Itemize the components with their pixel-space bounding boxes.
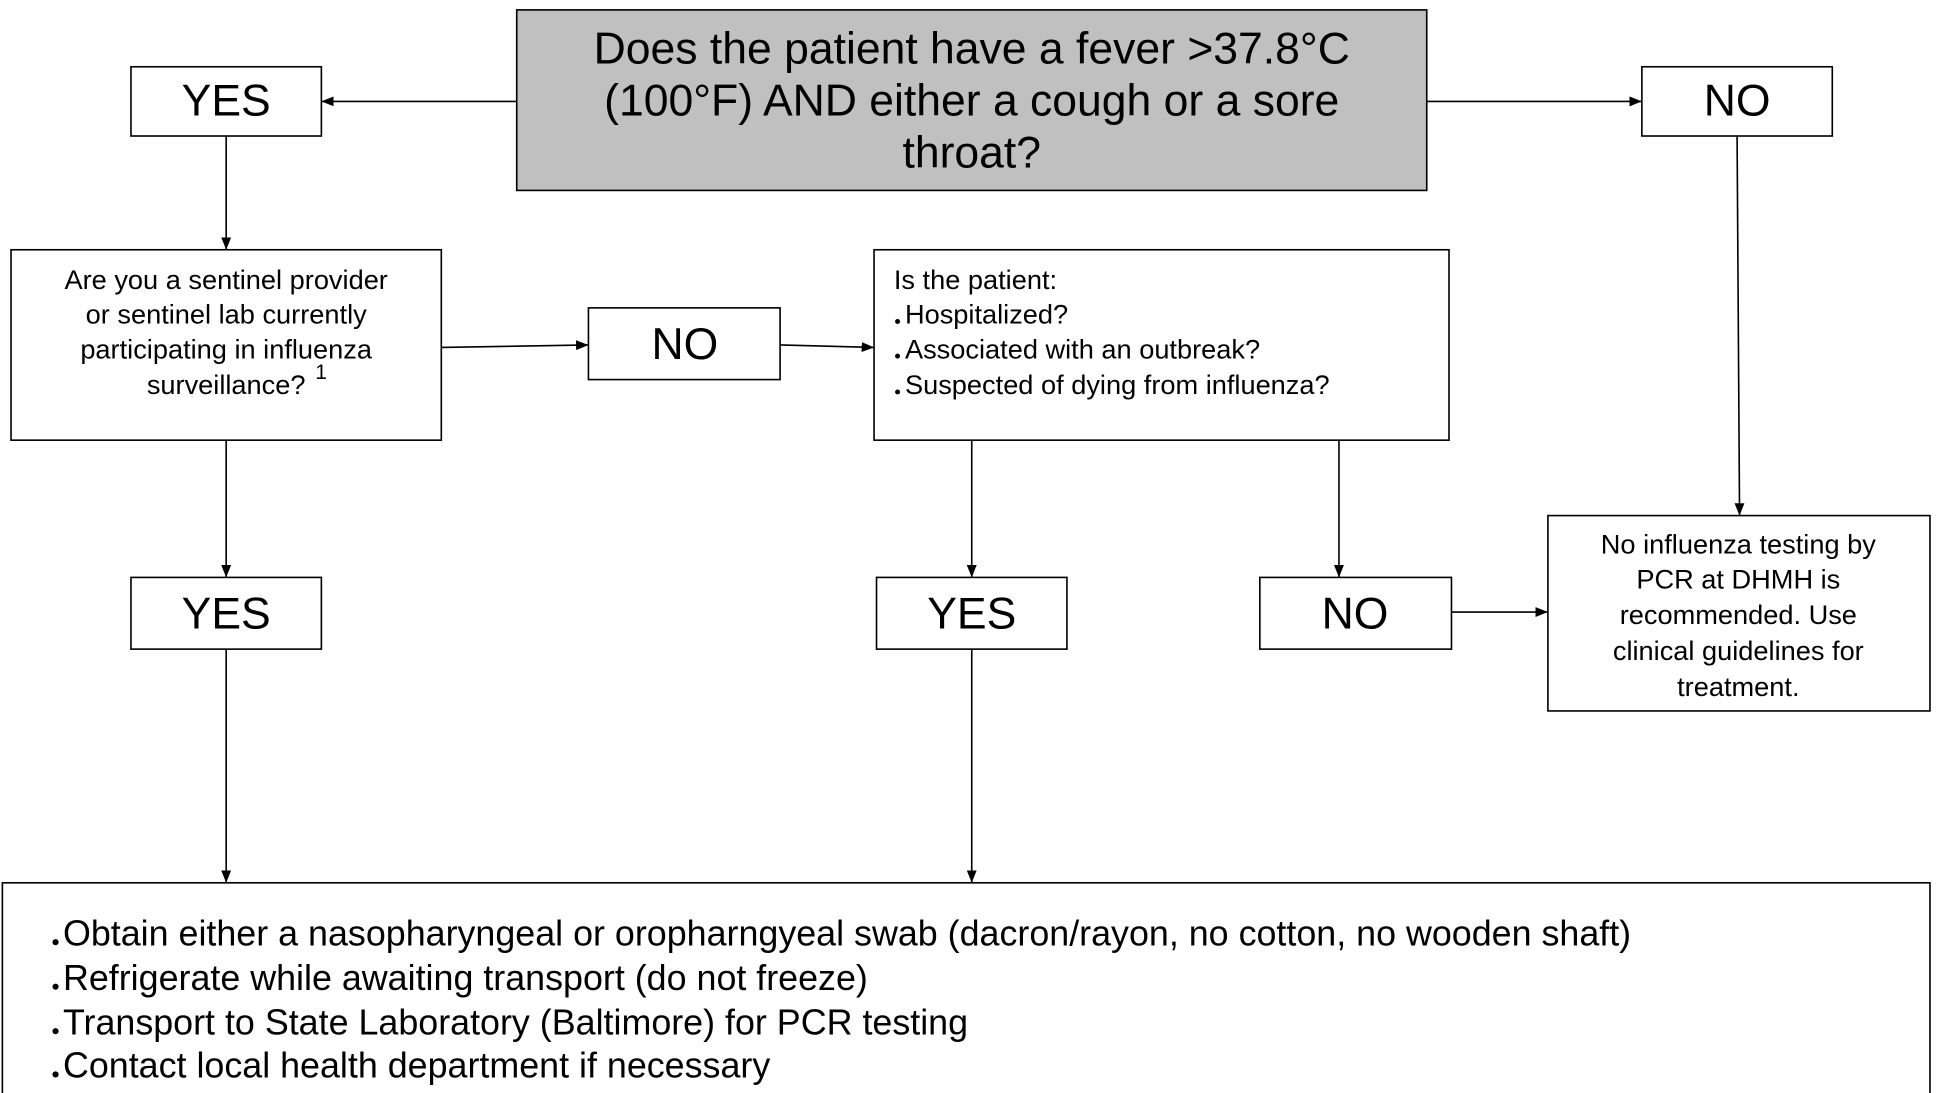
patient-item: Hospitalized? <box>905 299 1068 330</box>
sentinel-text: participating in influenza <box>80 333 373 364</box>
action-item: Refrigerate while awaiting transport (do… <box>63 958 868 998</box>
patient-intro: Is the patient: <box>894 264 1057 295</box>
question-text: (100°F) AND either a cough or a sore <box>604 77 1339 126</box>
no-testing-box <box>1547 514 1931 712</box>
no-testing-text: No influenza testing by <box>1601 529 1876 560</box>
bullet <box>52 939 59 946</box>
bullet <box>895 389 901 395</box>
yes-label: YES <box>182 77 271 126</box>
bullet <box>52 1028 59 1035</box>
no-testing-text: treatment. <box>1677 671 1799 702</box>
question-text: Does the patient have a fever >37.8°C <box>594 25 1350 74</box>
no-label: NO <box>1322 590 1389 639</box>
patient-item: Suspected of dying from influenza? <box>905 369 1330 400</box>
action-item: Obtain either a nasopharyngeal or oropha… <box>63 913 1631 953</box>
sentinel-text: surveillance? <box>147 369 306 400</box>
no-label: NO <box>652 320 719 369</box>
yes-box <box>130 576 323 650</box>
bullet <box>52 983 59 990</box>
yes-box <box>875 576 1068 650</box>
yes-label: YES <box>182 590 271 639</box>
no-testing-text: PCR at DHMH is <box>1636 563 1840 594</box>
bullet <box>895 318 901 324</box>
bullet <box>895 353 901 359</box>
patient-box <box>873 248 1450 441</box>
action-item: Transport to State Laboratory (Baltimore… <box>63 1002 968 1042</box>
no-box <box>1641 65 1834 137</box>
footnote-mark: 1 <box>315 361 327 384</box>
actions-box <box>1 882 1931 1093</box>
arrows <box>221 96 1745 883</box>
question-box <box>515 9 1428 192</box>
sentinel-text: or sentinel lab currently <box>86 299 367 330</box>
arrow <box>780 342 875 353</box>
no-label: NO <box>1704 77 1771 126</box>
no-box <box>587 307 781 381</box>
question-text: throat? <box>902 129 1041 178</box>
no-box <box>1259 576 1453 650</box>
arrow <box>441 340 589 351</box>
no-testing-text: clinical guidelines for <box>1613 635 1864 666</box>
bullet <box>52 1071 59 1078</box>
action-item: Contact local health department if neces… <box>63 1046 770 1086</box>
sentinel-text: Are you a sentinel provider <box>64 264 387 295</box>
sentinel-box <box>10 248 443 441</box>
yes-box <box>130 65 323 137</box>
no-testing-text: recommended. Use <box>1620 599 1857 630</box>
patient-item: Associated with an outbreak? <box>905 333 1260 364</box>
arrow <box>1734 136 1745 516</box>
yes-label: YES <box>927 590 1016 639</box>
